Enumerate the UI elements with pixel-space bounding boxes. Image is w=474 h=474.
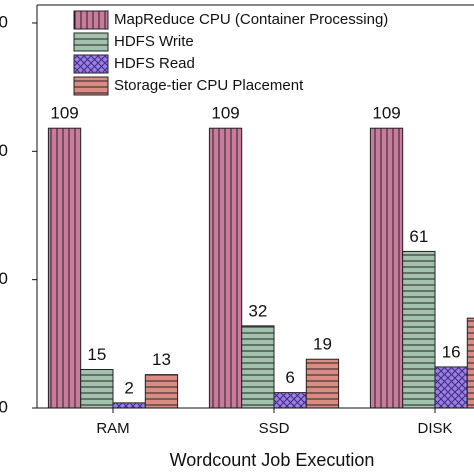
bar [466, 317, 474, 409]
bar [402, 250, 436, 409]
bar-hatch [241, 325, 274, 408]
value-label: 13 [152, 350, 171, 369]
bar [47, 127, 82, 409]
x-tick-label: SSD [259, 420, 290, 437]
bar-hatch [48, 128, 81, 408]
y-tick-label: 0 [0, 397, 8, 416]
bar-hatch [402, 251, 435, 408]
legend-swatch-hatch [74, 77, 108, 95]
legend-label: MapReduce CPU (Container Processing) [114, 11, 388, 28]
value-label: 16 [442, 342, 461, 361]
legend-label: HDFS Write [114, 33, 194, 50]
value-label: 2 [124, 378, 133, 397]
value-label: 19 [313, 335, 332, 354]
legend-swatch-hatch [74, 11, 108, 29]
bar-hatch [306, 359, 339, 408]
bar [434, 366, 468, 409]
bar [369, 127, 404, 409]
bar [241, 325, 275, 409]
bar-hatch [467, 318, 474, 408]
bar [208, 127, 243, 409]
value-label: 109 [50, 104, 78, 123]
legend-frame [70, 6, 445, 98]
bar [80, 368, 114, 409]
bar-hatch [274, 392, 307, 408]
x-axis-title: Wordcount Job Execution [170, 450, 375, 470]
bar-hatch [370, 128, 403, 408]
bar [112, 402, 146, 409]
bar [273, 392, 307, 409]
y-tick-label: 100 [0, 141, 8, 160]
value-label: 61 [409, 227, 428, 246]
bar-hatch [113, 402, 146, 408]
x-tick-label: RAM [96, 420, 129, 437]
y-tick-label: 150 [0, 12, 8, 31]
bar [144, 374, 179, 409]
x-tick-label: DISK [417, 420, 452, 437]
value-label: 32 [248, 301, 267, 320]
y-tick-label: 50 [0, 269, 8, 288]
bar-hatch [145, 374, 178, 408]
legend-label: Storage-tier CPU Placement [114, 77, 304, 94]
bar-hatch [80, 369, 113, 408]
legend-label: HDFS Read [114, 55, 195, 72]
value-label: 6 [285, 368, 294, 387]
value-label: 15 [87, 345, 106, 364]
bar [305, 358, 340, 409]
legend-swatch-hatch [74, 55, 108, 73]
value-label: 109 [211, 104, 239, 123]
legend-swatch-hatch [74, 33, 108, 51]
legend: MapReduce CPU (Container Processing) HDFS… [70, 6, 445, 98]
bar-hatch [435, 366, 468, 408]
value-label: 109 [372, 104, 400, 123]
bar-hatch [209, 128, 242, 408]
